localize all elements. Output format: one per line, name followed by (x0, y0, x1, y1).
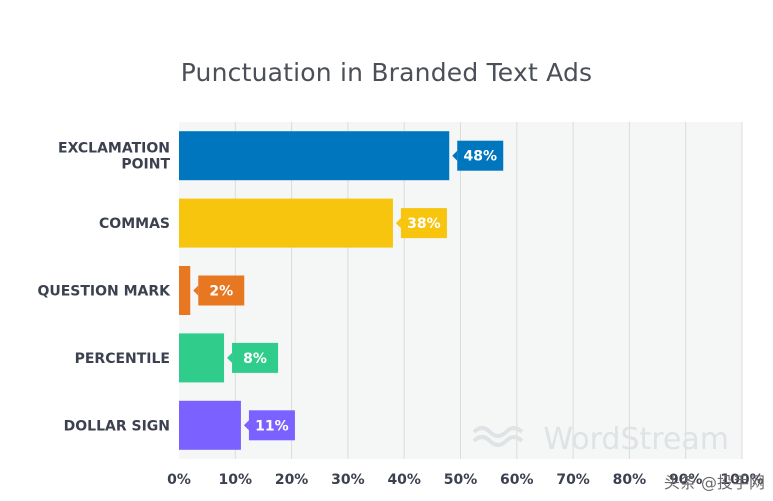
bar (179, 266, 190, 315)
x-tick-label: 50% (444, 472, 478, 488)
bar (179, 131, 449, 180)
category-label: QUESTION MARK (37, 284, 171, 300)
bar (179, 199, 393, 248)
bar (179, 401, 241, 450)
value-label: 11% (255, 418, 289, 434)
category-label: POINT (121, 157, 170, 173)
category-label: EXCLAMATION (58, 141, 170, 157)
value-label: 38% (407, 216, 441, 232)
x-tick-label: 0% (167, 472, 191, 488)
category-label: DOLLAR SIGN (64, 418, 170, 434)
value-label: 8% (243, 351, 267, 367)
bar (179, 333, 224, 382)
x-tick-label: 20% (275, 472, 309, 488)
x-tick-label: 30% (331, 472, 365, 488)
x-tick-label: 80% (613, 472, 647, 488)
value-label: 48% (463, 149, 497, 165)
x-tick-label: 60% (500, 472, 534, 488)
x-tick-label: 10% (219, 472, 253, 488)
value-label: 2% (209, 284, 233, 300)
watermark-overlay: 头条 @投手网 (664, 469, 765, 493)
category-label: PERCENTILE (75, 351, 170, 367)
category-label: COMMAS (99, 216, 170, 232)
x-tick-label: 70% (556, 472, 590, 488)
x-tick-label: 40% (387, 472, 421, 488)
watermark-brand: WordStream (543, 422, 729, 457)
